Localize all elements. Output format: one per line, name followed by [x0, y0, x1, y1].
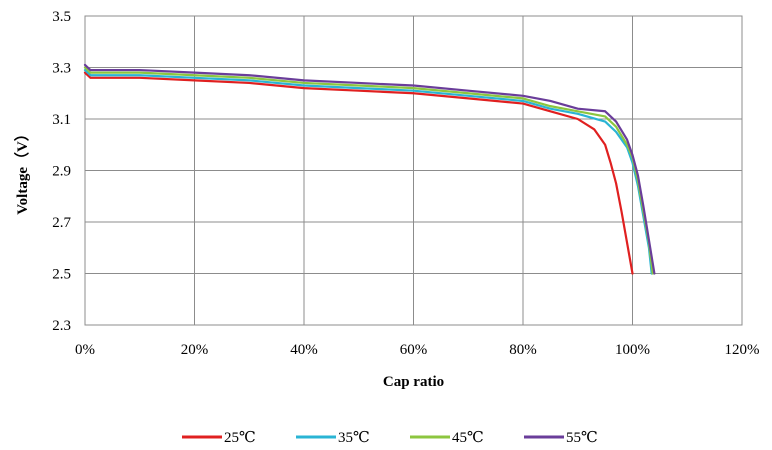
x-tick-label: 60% — [400, 342, 428, 358]
legend-label: 55℃ — [566, 430, 598, 446]
series-line-3 — [83, 66, 654, 275]
tick-labels: 0% 20% 40% 60% 80% 100% 120% 2.3 2.5 2.7 2.9 3.1 3.3… — [52, 9, 759, 358]
legend-label: 35℃ — [338, 430, 370, 446]
x-tick-label: 80% — [509, 342, 537, 358]
x-tick-label: 40% — [290, 342, 318, 358]
x-axis-title: Cap ratio — [383, 374, 444, 390]
series-line-2 — [83, 68, 653, 275]
legend-label: 25℃ — [224, 430, 256, 446]
legend-label: 45℃ — [452, 430, 484, 446]
grid — [84, 15, 743, 326]
series-line-1 — [83, 71, 634, 275]
y-tick-label: 2.5 — [52, 267, 71, 283]
x-tick-label: 20% — [181, 342, 209, 358]
y-tick-label: 2.7 — [52, 215, 71, 231]
x-tick-label: 100% — [615, 342, 650, 358]
series-lines — [83, 63, 656, 275]
y-tick-label: 3.3 — [52, 61, 71, 77]
y-tick-label: 2.9 — [52, 164, 71, 180]
plot-area-border — [84, 15, 743, 326]
axes — [84, 15, 743, 326]
y-axis-title: Voltage（V） — [13, 126, 31, 215]
y-tick-label: 3.5 — [52, 9, 71, 25]
x-tick-label: 0% — [75, 342, 95, 358]
y-tick-label: 3.1 — [52, 112, 71, 128]
series-line-4 — [83, 63, 656, 275]
x-tick-label: 120% — [725, 342, 760, 358]
y-tick-label: 2.3 — [52, 318, 71, 334]
legend: 25℃ 35℃ 45℃ 55℃ — [182, 430, 598, 446]
